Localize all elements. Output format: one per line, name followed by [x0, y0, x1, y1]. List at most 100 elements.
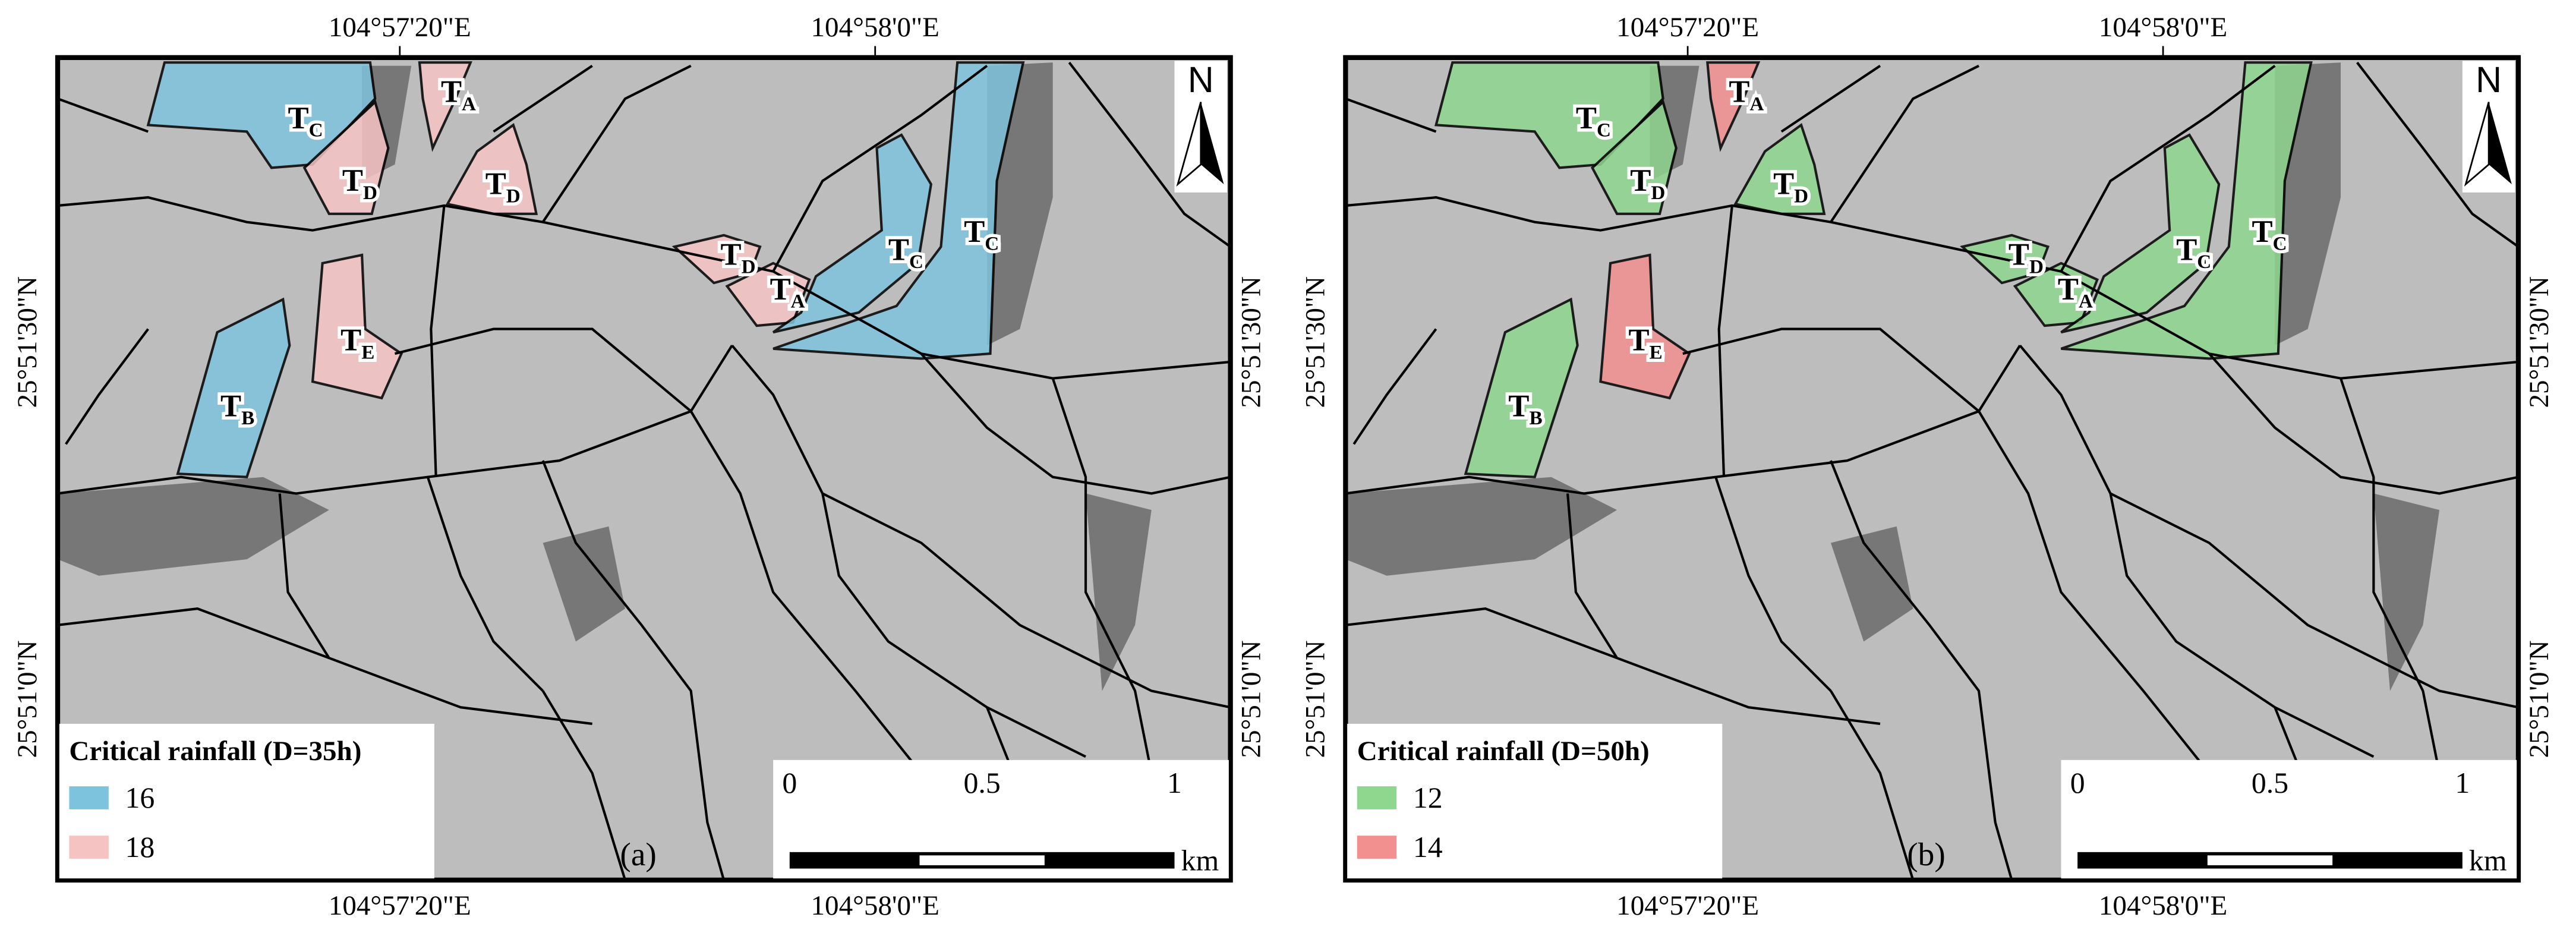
catchment-boundary [1714, 477, 1832, 692]
region-subscript: E [361, 341, 374, 363]
legend-value: 16 [125, 781, 155, 814]
legend-title: Critical rainfall (D=35h) [69, 736, 361, 767]
legend-value: 14 [1413, 831, 1443, 863]
right-coordinate: 25°51'30"N [2524, 276, 2555, 408]
scale-tick-label: 1 [2455, 767, 2470, 799]
region-label: TE [1628, 323, 1662, 364]
region-subscript: A [2079, 291, 2093, 313]
top-coordinate: 104°58'0"E [811, 12, 939, 43]
bottom-coordinate: 104°57'20"E [1616, 890, 1759, 921]
region-label: TC [288, 101, 323, 141]
catchment-boundary [1051, 377, 1153, 774]
left-coordinate: 25°51'30"N [12, 276, 43, 408]
map-frame [55, 55, 1233, 883]
region-subscript: C [909, 251, 923, 273]
catchment-region [772, 133, 933, 334]
region-name: T [220, 389, 241, 423]
left-coordinate: 25°51'0"N [1300, 640, 1330, 758]
north-label: N [1188, 59, 1214, 100]
region-subscript: D [1794, 185, 1808, 207]
terrain-shadow [1830, 526, 1913, 642]
catchment-boundary [2109, 493, 2375, 758]
region-subscript: C [309, 119, 323, 141]
scale-bar-white [2207, 855, 2333, 865]
region-label: TA [2058, 272, 2093, 313]
scale-unit: km [1181, 844, 1219, 877]
region-label: TD [485, 167, 521, 207]
region-label: TB [220, 389, 254, 429]
right-coordinate: 25°51'0"N [2524, 640, 2555, 758]
scale-tick-label: 0 [782, 767, 797, 799]
catchment-region [146, 61, 377, 169]
legend-swatch [1357, 836, 1397, 859]
left-coordinate: 25°51'0"N [12, 640, 43, 758]
right-coordinate: 25°51'30"N [1235, 276, 1266, 408]
catchment-boundary [1830, 460, 2013, 881]
scale-tick-label: 0.5 [2252, 767, 2288, 799]
catchment-region [418, 61, 472, 152]
region-name: T [1628, 323, 1649, 358]
region-label: TC [2176, 232, 2211, 273]
catchment-boundary [1780, 64, 1881, 133]
panel-label: (a) [620, 836, 656, 872]
catchment-boundary [2339, 377, 2441, 774]
region-label: TE [340, 323, 374, 364]
catchment-boundary [57, 607, 330, 660]
right-coordinate: 25°51'0"N [1235, 640, 1266, 758]
region-name: T [1729, 75, 1749, 109]
region-label: TD [1773, 167, 1808, 207]
region-subscript: C [1597, 119, 1611, 141]
region-label: TC [1576, 101, 1611, 141]
scale-tick-label: 1 [1167, 767, 1182, 799]
top-coordinate: 104°57'20"E [329, 12, 471, 43]
region-name: T [288, 101, 309, 135]
region-subscript: E [1650, 341, 1663, 363]
region-subscript: C [985, 233, 999, 255]
catchment-region [773, 61, 1025, 360]
region-name: T [342, 163, 363, 198]
region-label: TA [441, 75, 476, 115]
region-subscript: B [1529, 407, 1542, 429]
catchment-boundary [2060, 65, 2276, 272]
region-subscript: D [2029, 256, 2044, 278]
terrain-shadow [543, 526, 625, 642]
legend-swatch [69, 836, 109, 859]
catchment-boundary [1978, 410, 2211, 774]
terrain-shadow [1345, 477, 1618, 576]
bottom-coordinate: 104°58'0"E [811, 890, 939, 921]
region-label: TC [964, 215, 999, 255]
catchment-boundary [1345, 607, 1618, 660]
region-subscript: A [1749, 93, 1764, 115]
scale-tick-label: 0.5 [964, 767, 1001, 799]
region-subscript: C [2197, 251, 2211, 273]
region-label: TD [721, 238, 756, 278]
catchment-region [176, 297, 291, 478]
catchment-region [311, 253, 403, 400]
catchment-boundary [1717, 205, 1733, 477]
catchment-boundary [541, 460, 726, 881]
map-frame [1343, 55, 2521, 883]
catchment-boundary [1682, 327, 1980, 412]
region-name: T [1773, 167, 1794, 201]
legend-swatch [1357, 786, 1397, 809]
region-name: T [485, 167, 506, 201]
catchment-boundary [689, 410, 922, 774]
north-arrow [1200, 102, 1224, 185]
catchment-boundary [57, 97, 149, 133]
scale-bar-white [919, 855, 1045, 865]
legend-value: 18 [125, 831, 155, 863]
legend-value: 12 [1413, 781, 1443, 814]
region-name: T [1576, 101, 1597, 135]
scale-tick-label: 0 [2070, 767, 2085, 799]
top-coordinate: 104°57'20"E [1616, 12, 1759, 43]
catchment-boundary [1830, 64, 1979, 223]
region-name: T [2009, 238, 2029, 272]
north-arrow [2489, 102, 2512, 185]
catchment-region [302, 99, 390, 215]
region-name: T [2176, 232, 2197, 267]
catchment-boundary [430, 205, 446, 477]
left-coordinate: 25°51'30"N [1300, 276, 1330, 408]
region-name: T [2058, 272, 2079, 307]
